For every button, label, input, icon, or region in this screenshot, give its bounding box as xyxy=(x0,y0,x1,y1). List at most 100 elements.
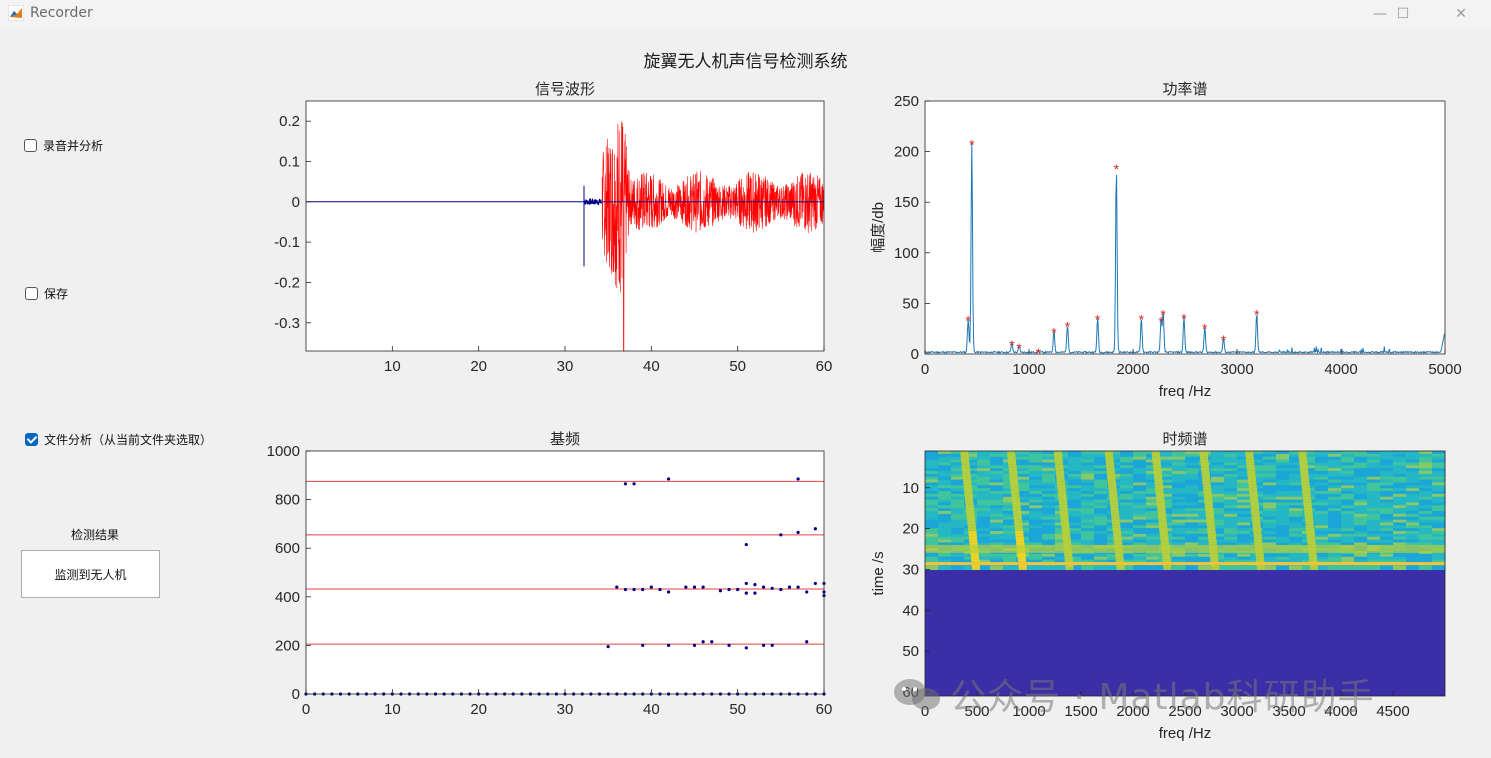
spectrogram-cell xyxy=(1068,471,1082,476)
spectrogram-cell xyxy=(1211,516,1225,522)
spectrogram-cell xyxy=(1341,451,1355,456)
spectrogram-cell xyxy=(1341,505,1355,511)
harmonic-band xyxy=(1302,491,1311,496)
spectrogram-cell xyxy=(1042,496,1056,502)
f0-point xyxy=(805,640,809,644)
spectrogram-cell xyxy=(1068,542,1082,548)
harmonic-band xyxy=(964,493,973,499)
waveform-pre-noise xyxy=(583,197,603,206)
spectrogram-cell xyxy=(1432,502,1446,508)
spectrogram-cell xyxy=(977,556,991,562)
spectrogram-cell xyxy=(1263,496,1277,502)
checkbox-box[interactable] xyxy=(25,287,38,300)
spectrogram-cell xyxy=(1354,565,1368,571)
spectrogram-cell xyxy=(1393,451,1407,456)
spectrogram-cell xyxy=(1380,531,1394,536)
spectrogram-cell xyxy=(1341,536,1355,542)
spectrogram-cell xyxy=(1341,522,1355,528)
spectrogram-cell xyxy=(1237,451,1251,456)
record-analyze-checkbox[interactable]: 录音并分析 xyxy=(24,137,103,154)
spectrogram-cell xyxy=(977,459,991,465)
harmonic-band xyxy=(961,462,970,468)
checkbox-box[interactable] xyxy=(25,433,38,446)
spectrogram-cell xyxy=(1029,528,1043,533)
spectrogram-cell xyxy=(1341,528,1355,533)
harmonic-band xyxy=(1065,559,1074,565)
harmonic-band xyxy=(962,473,971,479)
spectrogram-cell xyxy=(1211,485,1225,490)
spectrogram-cell xyxy=(1224,473,1238,479)
spectrogram-cell xyxy=(951,559,965,565)
peak-marker: * xyxy=(1181,311,1187,327)
harmonic-band xyxy=(1060,511,1069,516)
spectrogram-cell xyxy=(1133,565,1147,571)
spectrogram-cell xyxy=(1029,536,1043,542)
spectrogram-cell xyxy=(1406,451,1420,456)
spectrogram-cell xyxy=(1068,525,1082,531)
spectrogram-cell xyxy=(1328,462,1342,468)
harmonic-band xyxy=(968,533,977,539)
spectrogram-cell xyxy=(1133,496,1147,502)
spectrogram-cell xyxy=(1237,462,1251,468)
spectrogram-cell xyxy=(977,536,991,542)
spectrogram-cell xyxy=(1120,539,1134,545)
spectrogram-cell xyxy=(1367,502,1381,508)
spectrogram-cell xyxy=(1159,479,1173,485)
spectrogram-cell xyxy=(1393,502,1407,508)
spectrogram-cell xyxy=(1393,542,1407,548)
spectrogram-cell xyxy=(1289,479,1303,485)
save-checkbox[interactable]: 保存 xyxy=(25,285,68,302)
minimize-button[interactable]: — xyxy=(1373,6,1387,22)
spectrogram-cell xyxy=(1406,459,1420,465)
spectrogram-cell xyxy=(1406,479,1420,485)
spectrogram-cell xyxy=(1003,525,1017,531)
spectrogram-cell xyxy=(1185,493,1199,499)
spectrogram-cell xyxy=(1354,542,1368,548)
spectrogram-cell xyxy=(1120,508,1134,513)
spectrogram-cell xyxy=(1315,476,1329,482)
spectrogram-cell xyxy=(1185,516,1199,522)
spectrogram-cell xyxy=(1250,465,1264,470)
spectrogram-cell xyxy=(1341,553,1355,559)
spectrogram-cell xyxy=(1042,559,1056,565)
maximize-button[interactable]: ☐ xyxy=(1396,6,1410,22)
spectrogram-cell xyxy=(1237,485,1251,490)
spectrogram-cell xyxy=(1016,482,1030,488)
spectrogram-cell xyxy=(1263,465,1277,470)
spectrogram-cell xyxy=(1068,453,1082,459)
spectrogram-cell xyxy=(1289,528,1303,533)
spectrogram-cell xyxy=(1354,511,1368,516)
harmonic-band xyxy=(1108,491,1117,496)
spectrogram-cell xyxy=(1250,479,1264,485)
spectrogram-cell xyxy=(1029,496,1043,502)
spectrogram-cell xyxy=(1328,453,1342,459)
spectrogram-cell xyxy=(1042,533,1056,539)
spectrogram-cell xyxy=(1263,505,1277,511)
spectrogram-cell xyxy=(1211,456,1225,462)
spectrogram-cell xyxy=(1211,536,1225,542)
file-analysis-checkbox[interactable]: 文件分析（从当前文件夹选取） xyxy=(25,431,212,448)
harmonic-band xyxy=(1204,496,1213,502)
spectrogram-cell xyxy=(951,502,965,508)
spectrogram-cell xyxy=(1237,536,1251,542)
spectrogram-cell xyxy=(1120,556,1134,562)
spectrogram-cell xyxy=(1211,453,1225,459)
spectrogram-cell xyxy=(1081,513,1095,519)
spectrogram-cell xyxy=(1406,453,1420,459)
spectrogram-cell xyxy=(1250,459,1264,465)
harmonic-band xyxy=(1055,468,1064,473)
spectrogram-cell xyxy=(1224,456,1238,462)
spectrogram-cell xyxy=(1172,473,1186,479)
checkbox-box[interactable] xyxy=(24,139,37,152)
spectrogram-cell xyxy=(1224,533,1238,539)
spectrogram-cell xyxy=(1354,536,1368,542)
close-button[interactable]: ✕ xyxy=(1455,6,1467,22)
spectrogram-cell xyxy=(1380,528,1394,533)
spectrogram-cell xyxy=(1315,525,1329,531)
spectrogram-cell xyxy=(1172,519,1186,525)
spectrogram-cell xyxy=(1276,453,1290,459)
spectrogram-cell xyxy=(964,453,978,459)
spectrogram-cell xyxy=(1081,502,1095,508)
spectrogram-cell xyxy=(938,508,952,513)
harmonic-band xyxy=(1015,531,1024,536)
